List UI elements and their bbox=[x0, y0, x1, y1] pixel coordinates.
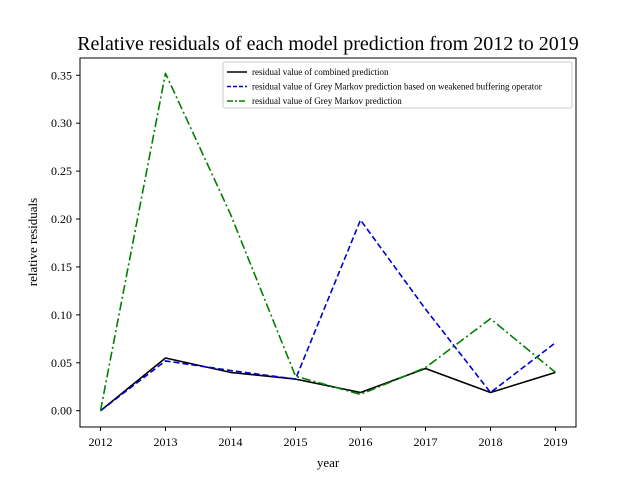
y-tick-label: 0.25 bbox=[51, 164, 72, 178]
legend-label-1: residual value of combined prediction bbox=[252, 67, 389, 77]
x-axis: 2012 2013 2014 2015 2016 2017 2018 2019 bbox=[88, 427, 568, 449]
x-tick-label: 2017 bbox=[414, 435, 438, 449]
y-axis: 0.00 0.05 0.10 0.15 0.20 0.25 0.30 0.35 bbox=[51, 68, 80, 418]
y-tick-label: 0.15 bbox=[51, 260, 72, 274]
legend-box bbox=[222, 61, 573, 109]
series-line-2 bbox=[100, 219, 556, 412]
series-line-3 bbox=[99, 72, 557, 411]
x-tick-label: 2015 bbox=[283, 435, 307, 449]
y-tick-label: 0.20 bbox=[51, 212, 72, 226]
plot-frame bbox=[79, 57, 577, 428]
x-tick-label: 2016 bbox=[349, 435, 373, 449]
legend-label-2: residual value of Grey Markov prediction… bbox=[252, 82, 542, 92]
y-tick-label: 0.00 bbox=[51, 404, 72, 418]
x-tick-label: 2019 bbox=[544, 435, 568, 449]
plot-area bbox=[99, 72, 557, 412]
legend-label-3: residual value of Grey Markov prediction bbox=[252, 96, 402, 106]
series-line-1 bbox=[99, 357, 556, 412]
y-axis-label: relative residuals bbox=[25, 198, 40, 286]
x-tick-label: 2014 bbox=[218, 435, 242, 449]
y-tick-label: 0.35 bbox=[51, 68, 72, 82]
chart-title: Relative residuals of each model predict… bbox=[77, 33, 579, 55]
y-tick-label: 0.05 bbox=[51, 356, 72, 370]
x-tick-label: 2012 bbox=[88, 435, 112, 449]
y-tick-label: 0.10 bbox=[51, 308, 72, 322]
x-tick-label: 2013 bbox=[153, 435, 177, 449]
legend: residual value of combined prediction res… bbox=[222, 61, 573, 109]
y-tick-label: 0.30 bbox=[51, 116, 72, 130]
x-axis-label: year bbox=[317, 455, 340, 470]
x-tick-label: 2018 bbox=[479, 435, 503, 449]
